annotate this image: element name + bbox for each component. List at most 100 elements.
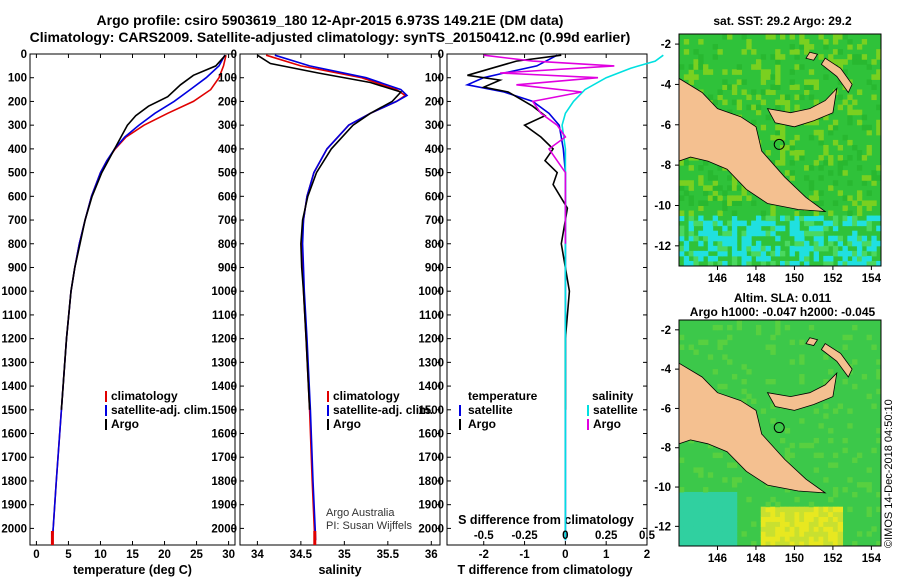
map_sla-cell [837, 521, 844, 527]
map_sla-cell [679, 457, 685, 463]
map_sla-cell [804, 536, 810, 542]
map_sst-ytick-label: -6 [661, 120, 671, 132]
map_sla-cell [780, 521, 786, 527]
map_sst-cell [856, 240, 863, 247]
map_sst-cell [832, 235, 839, 242]
map_sla-cell [755, 329, 762, 336]
map_sst-cell [789, 245, 795, 252]
map_sst-cell [712, 175, 718, 181]
map_sla-cell [828, 428, 834, 434]
map_sst-cell [813, 235, 819, 242]
map_sst-cell [784, 260, 791, 266]
map_sst-cell [693, 49, 699, 55]
map_sst-cell [823, 260, 829, 266]
map_sst-ytick-label: -8 [661, 160, 672, 172]
map_sla-cell [813, 536, 819, 542]
map_sst-cell [679, 210, 685, 217]
depth-tick-label: 1800 [418, 476, 444, 488]
map_sst-cell [861, 59, 868, 65]
map_sst-cell [722, 79, 728, 85]
map_sst-cell [679, 225, 685, 232]
map_sst-cell [866, 220, 872, 227]
map_sst-cell [799, 34, 805, 40]
map_sst-cell [832, 119, 839, 126]
map_sla-cell [722, 491, 728, 498]
map_sst-cell [818, 175, 824, 181]
map_sst-cell [861, 124, 868, 131]
map_sst-cell [804, 220, 810, 227]
map_sla-cell [876, 506, 881, 513]
map_sst-cell [755, 245, 762, 252]
panel-temperature: 0100200300400500600700800900100011001200… [1, 49, 236, 561]
map_sst-cell [866, 64, 872, 70]
map_sla-cell [818, 506, 824, 513]
map_sla-cell [722, 354, 728, 360]
map_sla-cell [784, 516, 791, 522]
map_sla-field [679, 320, 881, 546]
map_sst-cell [856, 44, 863, 50]
depth-tick-label: 1600 [211, 429, 237, 441]
map_sst-cell [813, 245, 819, 252]
map_sla-cell [722, 521, 728, 527]
map_sla-cell [832, 487, 839, 493]
map_sla-cell [703, 506, 709, 513]
map_sla-cell [876, 374, 881, 380]
map_sst-cell [760, 124, 767, 131]
map_sst-cell [741, 34, 747, 40]
map_sst-cell [842, 220, 848, 227]
map_sla-cell [707, 511, 714, 518]
map_sst-cell [847, 119, 853, 126]
map_sla-cell [712, 452, 718, 459]
map_sla-cell [760, 521, 767, 527]
panel-salinity: 0100200300400500600700800900100011001200… [211, 49, 441, 561]
salinity-series-argo [256, 54, 403, 410]
map_sla-ytick-label: -6 [661, 403, 671, 415]
map_sst-cell [712, 54, 718, 60]
map_sst-frame [678, 33, 882, 267]
map_sla-cell [765, 516, 771, 522]
map_sst-cell [823, 44, 829, 50]
map_sst-cell [837, 165, 844, 171]
map_sla-cell [722, 536, 728, 542]
map_sla-cell [727, 511, 733, 518]
map_sla-cell [717, 383, 723, 390]
map_sst-cell [813, 84, 819, 90]
map_sla-cell [813, 541, 819, 546]
map_sst-cell [808, 44, 815, 50]
map_sst-cell [736, 200, 743, 206]
map_sst-cell [770, 250, 776, 257]
map_sst-cell [837, 49, 844, 55]
map_sla-cell [688, 531, 694, 537]
map_sla-cell [876, 437, 881, 444]
map_sla-cell [775, 531, 781, 537]
map_sst-cell [794, 225, 800, 232]
salinity-legend-label: satellite-adj. clim. [333, 403, 433, 417]
map_sst-cell [828, 124, 834, 131]
map_sst-cell [775, 99, 781, 106]
credit-line2: PI: Susan Wijffels [326, 520, 412, 532]
map_sla-cell [818, 531, 824, 537]
map_sla-cell [813, 452, 819, 459]
map_sst-cell [847, 94, 853, 101]
map_sst-cell [760, 69, 767, 75]
map_sla-cell [842, 378, 848, 385]
map_sst-cell [751, 250, 757, 257]
map_sst-cell [856, 255, 863, 262]
map_sst-cell [794, 94, 800, 101]
map_sla-cell [688, 491, 694, 498]
map_sla-cell [760, 506, 767, 513]
map_sst-cell [698, 54, 704, 60]
map_sla-cell [731, 511, 738, 518]
map_sst-cell [707, 245, 714, 252]
map_sla-cell [780, 437, 786, 444]
map_sst-cell [679, 195, 685, 201]
map_sst-cell [804, 165, 810, 171]
map_sst-cell [794, 84, 800, 90]
map_sla-cell [823, 506, 829, 513]
map_sla-cell [727, 541, 733, 546]
map_sla-cell [683, 506, 690, 513]
map_sst-cell [755, 255, 762, 262]
map_sla-cell [799, 442, 805, 449]
map_sst-cell [760, 245, 767, 252]
map_sst-cell [804, 175, 810, 181]
